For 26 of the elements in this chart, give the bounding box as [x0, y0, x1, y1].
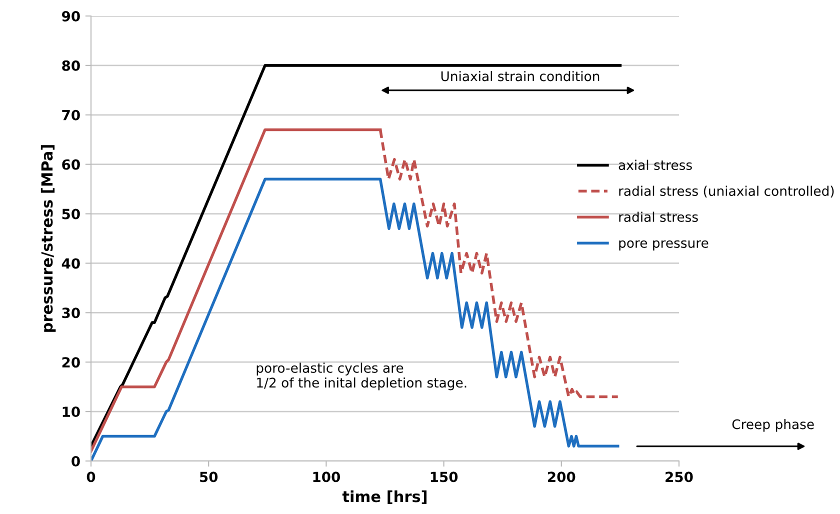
text: Creep phase: [732, 419, 814, 432]
x-axis-title: time [hrs]: [342, 490, 426, 504]
annotation: Uniaxial strain condition: [441, 71, 600, 82]
legend-label: axial stress: [618, 160, 692, 170]
legend-label: radial stress: [619, 212, 698, 222]
legend-label: pore pressure: [619, 240, 708, 250]
annotation: poro-elastic cycles are 1/2 of the inital depletion stage.: [256, 362, 466, 390]
y-tick-label: 60: [62, 159, 80, 170]
y-tick-label: 20: [62, 357, 80, 368]
legend-label: radial stress (uniaxial controlled): [619, 186, 834, 198]
y-tick-label: 40: [62, 258, 80, 269]
x-tick-label: 50: [200, 472, 218, 482]
y-tick-label: 10: [62, 406, 80, 418]
x-tick-label: 0: [86, 472, 96, 482]
x-tick-label: 250: [666, 472, 693, 482]
y-tick-label: 0: [72, 456, 80, 466]
x-tick-label: 200: [548, 472, 576, 482]
line-series: [91, 178, 620, 461]
y-axis-title: pressure/stress [MPa]: [40, 145, 56, 332]
y-tick-label: 50: [62, 208, 80, 220]
y-tick-label: 90: [62, 10, 80, 22]
y-tick-label: 80: [62, 60, 80, 71]
y-tick-label: 30: [62, 308, 80, 318]
y-tick-label: 70: [62, 110, 80, 120]
x-tick-label: 150: [430, 472, 458, 482]
x-tick-label: 100: [313, 472, 340, 482]
